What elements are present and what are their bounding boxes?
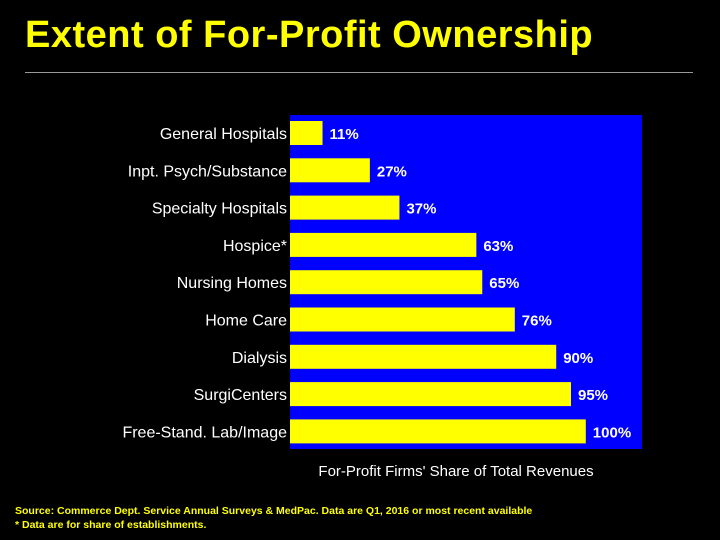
value-label: 95% <box>578 387 608 404</box>
value-label: 65% <box>489 275 519 292</box>
category-label: General Hospitals <box>160 126 287 143</box>
bar <box>290 195 400 220</box>
bar <box>290 419 586 444</box>
bar <box>290 344 557 369</box>
bar <box>290 232 477 257</box>
category-label: Free-Stand. Lab/Image <box>122 424 287 441</box>
bar <box>290 158 370 183</box>
category-label: Hospice* <box>223 238 287 255</box>
category-labels-group: General Hospitals Inpt. Psych/Substance Sp… <box>122 126 287 441</box>
bar <box>290 307 515 332</box>
source-note: Source: Commerce Dept. Service Annual Su… <box>15 505 533 517</box>
value-label: 100% <box>593 424 631 441</box>
value-label: 37% <box>406 201 436 218</box>
value-label: 63% <box>483 238 513 255</box>
bars-group <box>290 121 586 444</box>
bar <box>290 382 572 407</box>
value-label: 90% <box>563 350 593 367</box>
establishments-note: * Data are for share of establishments. <box>15 519 207 531</box>
category-label: SurgiCenters <box>194 387 287 404</box>
category-label: Dialysis <box>232 350 287 367</box>
category-label: Nursing Homes <box>177 275 287 292</box>
category-label: Specialty Hospitals <box>152 201 287 218</box>
title-divider <box>25 72 693 73</box>
slide-title: Extent of For-Profit Ownership <box>25 14 594 56</box>
category-label: Home Care <box>205 313 287 330</box>
bar <box>290 121 323 145</box>
x-axis-label: For-Profit Firms' Share of Total Revenue… <box>318 463 593 480</box>
value-labels-group: 11% 27% 37% 63% 65% 76% 90% 95% 100% <box>330 126 632 441</box>
category-label: Inpt. Psych/Substance <box>128 163 287 180</box>
bar <box>290 270 483 295</box>
value-label: 11% <box>330 126 359 143</box>
value-label: 27% <box>377 163 407 180</box>
value-label: 76% <box>522 313 552 330</box>
